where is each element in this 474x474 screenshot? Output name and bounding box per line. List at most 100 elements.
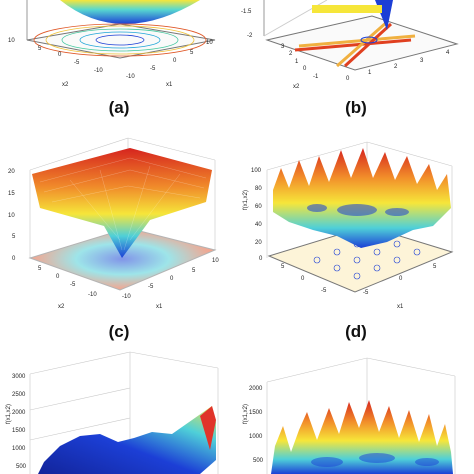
panel-d-ztick: 0 (259, 256, 263, 262)
panel-b-plot: -1.5 -2 3 2 1 0 -1 4 3 2 1 0 x2 (241, 0, 459, 90)
panel-f-ztick: 1000 (249, 434, 263, 440)
panel-c-ztick: 10 (8, 213, 15, 219)
panel-e-zticks: 3000 2500 2000 1500 1000 500 (12, 374, 27, 470)
panel-b-x1-tick: 3 (420, 58, 424, 64)
panel-b-x1-tick: 4 (446, 50, 450, 56)
panel-a-x1-label: x1 (166, 82, 173, 88)
panel-a-x1-tick: -5 (150, 66, 156, 72)
panel-c: 20 15 10 5 0 5 0 -5 -10 10 5 0 -5 -10 x2… (0, 130, 235, 318)
panel-b-contour-lines (294, 20, 416, 68)
panel-a-x1-tick: 5 (190, 50, 194, 56)
caption-a: (a) (108, 98, 130, 117)
panel-f-ztick: 1500 (249, 410, 263, 416)
panel-d-surface (273, 148, 451, 248)
panel-d-x1-tick: -5 (363, 290, 369, 296)
panel-b: -1.5 -2 3 2 1 0 -1 4 3 2 1 0 x2 (237, 0, 474, 92)
panel-b-x2-tick: 0 (303, 66, 307, 72)
panel-a-contours (33, 23, 207, 57)
panel-f-ztick: 500 (253, 458, 264, 464)
panel-c-surface (32, 148, 212, 258)
panel-b-x2-tick: 1 (295, 59, 299, 65)
panel-b-x1-tick: 0 (346, 76, 350, 82)
panel-b-x1-tick: 1 (368, 70, 372, 76)
panel-d-x2-tick: 5 (281, 264, 285, 270)
panel-a-plot: 10 5 0 -5 -10 10 5 0 -5 -10 x2 x1 (8, 0, 216, 88)
panel-d-floor (267, 225, 454, 293)
panel-b-center-contour (360, 36, 378, 44)
panel-c-x1-tick: -10 (122, 294, 131, 300)
panel-a-surface (60, 0, 200, 24)
panel-a-floor (26, 23, 216, 59)
panel-d-ztick: 40 (255, 222, 262, 228)
panel-e-ztick: 2500 (12, 392, 26, 398)
panel-d-x1-tick: 5 (433, 264, 437, 270)
panel-e-ztick: 3000 (12, 374, 26, 380)
panel-a-x2-tick: -10 (94, 68, 103, 74)
panel-f-ztick: 2000 (249, 386, 263, 392)
panel-e-plot: f(x1,x2) 3000 2500 2000 1500 1000 500 (6, 351, 219, 474)
panel-c-x1-tick: 5 (192, 268, 196, 274)
panel-a-x1-tick: 10 (206, 40, 213, 46)
panel-c-x1-ticks: 10 5 0 -5 -10 (122, 258, 219, 300)
panel-d-ztick: 80 (255, 186, 262, 192)
panel-f: f(x1,x2) 2000 1500 1000 500 (237, 350, 474, 474)
panel-e-ztick: 2000 (12, 410, 26, 416)
panel-d-zlabel: f(x1,x2) (243, 190, 249, 210)
panel-d: f(x1,x2) 100 80 60 40 20 0 5 0 -5 5 0 -5… (237, 130, 474, 318)
panel-e-surface (38, 406, 216, 474)
panel-d-x1-tick: 0 (399, 276, 403, 282)
panel-d-plot: f(x1,x2) 100 80 60 40 20 0 5 0 -5 5 0 -5… (243, 141, 454, 310)
panel-c-x2-tick: 5 (38, 266, 42, 272)
panel-d-contours (313, 232, 421, 280)
panel-a-x1-tick: -10 (126, 74, 135, 80)
panel-b-x2-tick: 3 (281, 44, 285, 50)
panel-a: 10 5 0 -5 -10 10 5 0 -5 -10 x2 x1 (0, 0, 235, 92)
panel-c-x1-tick: 0 (170, 276, 174, 282)
panel-d-x2-ticks: 5 0 -5 (281, 264, 327, 294)
panel-b-ztick: -1.5 (241, 9, 252, 15)
panel-c-x1-tick: 10 (212, 258, 219, 264)
panel-d-x1-label: x1 (397, 304, 404, 310)
panel-c-mesh (39, 157, 207, 251)
panel-b-x1-ticks: 4 3 2 1 0 (346, 50, 450, 82)
caption-c: (c) (108, 322, 130, 341)
panel-c-x2-tick: 0 (56, 274, 60, 280)
panel-c-x2-ticks: 5 0 -5 -10 (38, 266, 97, 298)
panel-c-floor (28, 227, 217, 291)
panel-a-x2-ticks: 5 0 -5 -10 (38, 46, 103, 74)
panel-e-surface-edge (200, 406, 216, 450)
panel-d-x2-tick: -5 (321, 288, 327, 294)
panel-e: f(x1,x2) 3000 2500 2000 1500 1000 500 (0, 350, 235, 474)
caption-d: (d) (345, 322, 367, 341)
panel-a-x2-tick: 5 (38, 46, 42, 52)
panel-b-surface-strip (312, 5, 382, 13)
panel-d-zticks: 100 80 60 40 20 0 (251, 168, 263, 262)
panel-b-x2-ticks: 3 2 1 0 -1 (281, 44, 319, 80)
panel-d-troughs (307, 204, 409, 216)
panel-b-x2-tick: -1 (313, 74, 319, 80)
panel-b-x2-label: x2 (293, 84, 300, 90)
panel-a-x2-tick: 0 (58, 52, 62, 58)
panel-e-ztick: 1500 (12, 428, 26, 434)
panel-f-box (266, 357, 456, 474)
panel-f-surface (271, 400, 453, 474)
panel-a-x1-tick: 0 (173, 58, 177, 64)
panel-d-ztick: 20 (255, 240, 262, 246)
panel-d-x2-tick: 0 (301, 276, 305, 282)
panel-a-ztick: 10 (8, 38, 15, 44)
panel-b-x1-tick: 2 (394, 64, 398, 70)
panel-e-zlabel: f(x1,x2) (6, 404, 12, 424)
panel-c-x2-label: x2 (58, 304, 65, 310)
caption-b: (b) (345, 98, 367, 117)
panel-f-zlabel: f(x1,x2) (243, 404, 249, 424)
panel-c-x2-tick: -10 (88, 292, 97, 298)
panel-c-ztick: 15 (8, 191, 15, 197)
panel-f-plot: f(x1,x2) 2000 1500 1000 500 (243, 357, 456, 474)
panel-c-x1-label: x1 (156, 304, 163, 310)
panel-c-x2-tick: -5 (70, 282, 76, 288)
panel-e-ztick: 500 (16, 464, 27, 470)
panel-c-plot: 20 15 10 5 0 5 0 -5 -10 10 5 0 -5 -10 x2… (8, 137, 219, 310)
panel-a-x2-label: x2 (62, 82, 69, 88)
panel-c-ztick: 5 (12, 234, 16, 240)
panel-f-troughs (311, 453, 439, 467)
